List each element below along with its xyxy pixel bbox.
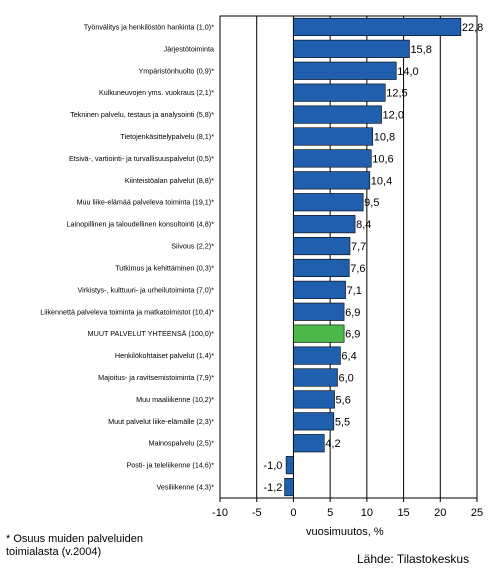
bar (293, 434, 325, 453)
value-label: 10,6 (372, 153, 393, 165)
bar (293, 61, 397, 80)
bar (293, 193, 364, 212)
category-label: Majoitus- ja ravitsemistoiminta (7,9)* (98, 373, 214, 382)
value-label: 9,5 (364, 197, 379, 209)
bar (293, 17, 462, 37)
category-label: Liikennettä palveleva toiminta ja matkat… (40, 307, 214, 316)
value-label: 6,9 (345, 329, 360, 341)
category-label: Muu liike-elämää palveleva toiminta (19,… (77, 198, 215, 207)
x-tick-label: 15 (397, 507, 409, 519)
value-label: -1,0 (263, 460, 282, 472)
bar (293, 171, 371, 190)
value-label: 4,2 (325, 438, 340, 450)
bar (293, 412, 335, 431)
x-tick-label: 5 (327, 507, 333, 519)
category-label: Posti- ja teleliikenne (14,6)* (127, 461, 215, 470)
x-tick-label: 10 (361, 507, 373, 519)
bar (284, 477, 294, 497)
value-label: 12,5 (386, 88, 407, 100)
category-label: Vesiliikenne (4,3)* (156, 483, 214, 492)
category-label: Henkilökohtaiset palvelut (1,4)* (115, 351, 214, 360)
x-axis-ticks: -10 -5 0 5 10 15 20 25 (212, 507, 483, 519)
x-tick-label: -5 (252, 507, 262, 519)
value-label: 10,8 (374, 132, 395, 144)
value-label: 15,8 (410, 44, 431, 56)
value-label: 5,6 (336, 394, 351, 406)
category-label: MUUT PALVELUT YHTEENSÄ (100,0)* (88, 329, 215, 338)
bar (293, 149, 372, 168)
value-label: 22,8 (462, 22, 483, 34)
x-tick-label: 0 (290, 507, 296, 519)
value-label: 12,0 (383, 110, 404, 122)
value-labels: 22,8 15,8 14,0 12,5 12,0 10,8 10,6 10,4 9,5 8,4 7,… (263, 22, 483, 494)
category-label: Muu maaliikenne (10,2)* (136, 395, 214, 404)
x-tick-label: 20 (434, 507, 446, 519)
bar (293, 236, 351, 256)
value-label: 5,5 (335, 416, 350, 428)
x-tick-label: 25 (471, 507, 483, 519)
x-axis-label: vuosimuutos, % (306, 526, 384, 538)
category-label: Kiinteistöalan palvelut (8,8)* (125, 176, 214, 185)
bars (284, 17, 462, 497)
bar (293, 105, 382, 124)
value-label: 8,4 (356, 219, 371, 231)
bar (285, 456, 294, 475)
value-label: 7,6 (350, 263, 365, 275)
value-label: 10,4 (371, 175, 392, 187)
bar (293, 280, 346, 299)
bar (293, 127, 374, 146)
bar (293, 258, 350, 278)
value-label: 7,1 (347, 285, 362, 297)
category-label: Järjestötoiminta (164, 44, 214, 53)
bar (293, 83, 386, 102)
bar (293, 39, 410, 58)
bar (293, 390, 335, 409)
category-label: Ympäristönhuolto (0,9)* (138, 66, 214, 75)
bar (293, 324, 345, 343)
category-label: Lainopillinen ja taloudellinen konsultoi… (67, 220, 215, 229)
footnote: * Osuus muiden palveluiden toimialasta (… (6, 533, 143, 558)
value-label: 6,0 (338, 373, 353, 385)
bar (293, 368, 338, 387)
value-label: 6,4 (341, 351, 356, 363)
bar (293, 302, 345, 321)
x-tick-label: -10 (212, 507, 228, 519)
value-label: 7,7 (351, 241, 366, 253)
value-label: 6,9 (345, 307, 360, 319)
bar (293, 215, 356, 234)
category-label: Kulkuneuvojen yms. vuokraus (2,1)* (99, 88, 214, 97)
category-label: Tutkimus ja kehittäminen (0,3)* (115, 263, 214, 272)
category-label: Työnvälitys ja henkilöstön hankinta (1,0… (84, 22, 214, 31)
category-label: Virkistys-, kulttuuri- ja urheilutoimint… (78, 285, 215, 294)
category-label: Etsivä-, vartiointi- ja turvallisuuspalv… (69, 154, 214, 163)
value-label: -1,2 (263, 482, 282, 494)
source-credit: Lähde: Tilastokeskus (357, 552, 470, 566)
category-labels: Työnvälitys ja henkilöstön hankinta (1,0… (40, 22, 214, 491)
category-label: Siivous (2,2)* (171, 242, 214, 251)
category-label: Tekninen palvelu, testaus ja analysointi… (70, 110, 214, 119)
bar (293, 346, 341, 365)
value-label: 14,0 (397, 66, 418, 78)
category-label: Mainospalvelu (2,5)* (148, 439, 214, 448)
category-label: Muut palvelut liike-elämälle (2,3)* (108, 417, 214, 426)
category-label: Tietojenkäsittelypalvelu (8,1)* (120, 132, 214, 141)
